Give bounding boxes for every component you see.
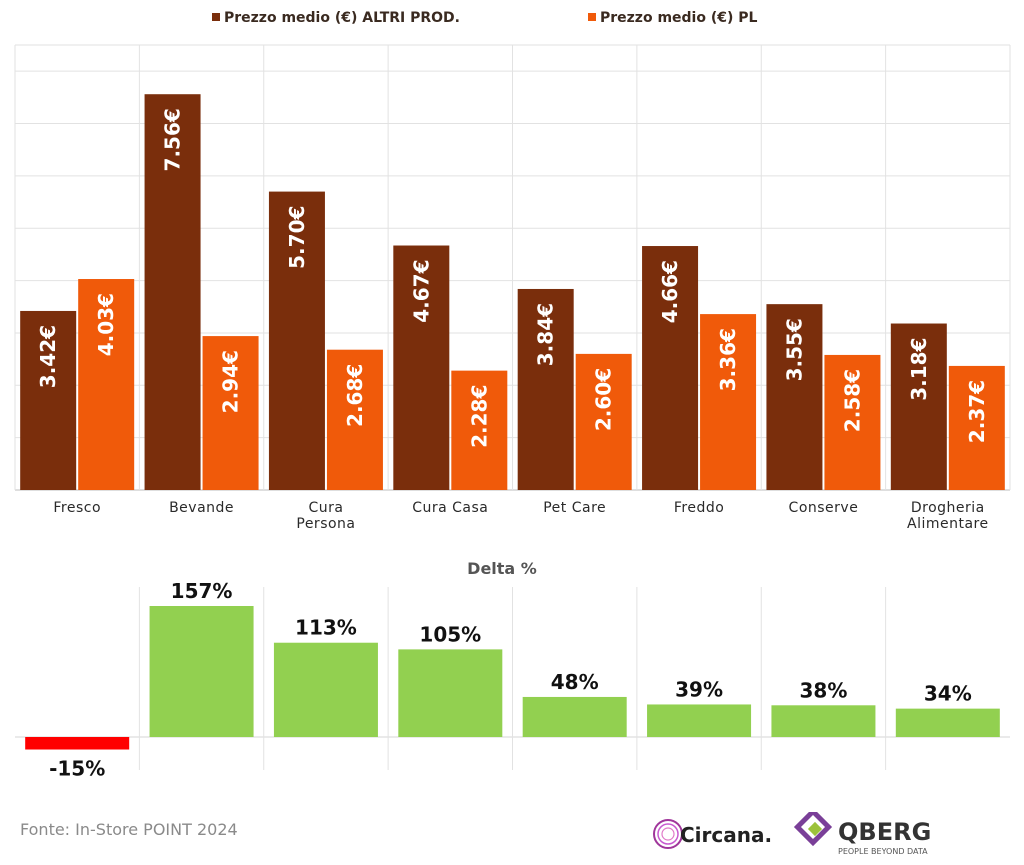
bar-pl-5 <box>575 353 632 490</box>
logos: Circana. QBERG PEOPLE BEYOND DATA <box>653 812 931 856</box>
bar-value-label: 7.56€ <box>161 108 185 171</box>
source-note: Fonte: In-Store POINT 2024 <box>20 820 238 839</box>
category-label: Cura Persona <box>296 500 355 532</box>
delta-chart-bars: -15% 157% 113% 105% 48% 39% 38% 34% <box>25 579 1000 781</box>
bar-pl-7 <box>824 354 881 490</box>
bar-pl-6 <box>700 314 757 490</box>
delta-value-label: 48% <box>551 670 599 694</box>
bar-value-label: 2.94€ <box>219 350 243 413</box>
bar-pl-1 <box>78 279 135 490</box>
bar-altri-prod-7 <box>766 304 823 490</box>
delta-bar-7 <box>771 705 876 737</box>
category-label: Fresco <box>53 500 101 516</box>
bar-value-label: 3.36€ <box>716 328 740 391</box>
bar-value-label: 4.03€ <box>94 293 118 356</box>
bar-value-label: 4.67€ <box>409 260 433 323</box>
bar-pl-8 <box>948 365 1005 490</box>
category-label: Freddo <box>674 500 724 516</box>
bar-pl-3 <box>326 349 383 490</box>
bar-altri-prod-5 <box>517 288 574 490</box>
circana-logo: Circana. <box>653 819 772 849</box>
legend: Prezzo medio (€) ALTRI PROD. Prezzo medio… <box>212 10 758 26</box>
delta-bar-5 <box>522 696 627 737</box>
delta-value-label: 34% <box>924 682 972 706</box>
bar-value-label: 2.28€ <box>467 385 491 448</box>
delta-value-label: 113% <box>295 616 357 640</box>
category-label: Drogheria Alimentare <box>907 500 989 532</box>
bar-value-label: 3.18€ <box>907 338 931 401</box>
delta-value-label: -15% <box>49 757 105 781</box>
bar-pl-2 <box>202 336 259 490</box>
bar-altri-prod-3 <box>268 191 325 490</box>
qberg-logo: QBERG PEOPLE BEYOND DATA <box>793 812 931 856</box>
bar-altri-prod-2 <box>144 94 201 490</box>
legend-label-1: Prezzo medio (€) ALTRI PROD. <box>224 10 460 26</box>
bar-altri-prod-6 <box>642 246 699 490</box>
delta-bar-4 <box>398 649 503 737</box>
bar-value-label: 3.84€ <box>534 303 558 366</box>
delta-value-label: 39% <box>675 677 723 701</box>
bar-altri-prod-1 <box>20 310 77 490</box>
bar-pl-4 <box>451 370 508 490</box>
circana-logo-text: Circana. <box>680 823 772 847</box>
bar-value-label: 4.66€ <box>658 260 682 323</box>
qberg-logo-text: QBERG <box>838 818 931 846</box>
delta-bar-6 <box>647 704 752 737</box>
delta-value-label: 38% <box>800 678 848 702</box>
bar-value-label: 2.68€ <box>343 364 367 427</box>
category-label: Cura Casa <box>412 500 488 516</box>
legend-swatch-1 <box>212 13 220 21</box>
category-label: Conserve <box>789 500 859 516</box>
delta-value-label: 105% <box>419 622 481 646</box>
delta-bar-2 <box>149 606 254 737</box>
delta-bar-3 <box>273 642 378 737</box>
bar-value-label: 2.58€ <box>840 369 864 432</box>
bar-value-label: 3.42€ <box>36 325 60 388</box>
delta-bar-8 <box>895 708 1000 737</box>
delta-bar-1 <box>25 737 130 750</box>
bar-value-label: 2.60€ <box>592 368 616 431</box>
delta-value-label: 157% <box>171 579 233 603</box>
category-label: Bevande <box>169 500 234 516</box>
bar-altri-prod-8 <box>890 323 947 490</box>
bar-value-label: 5.70€ <box>285 206 309 269</box>
qberg-logo-tagline: PEOPLE BEYOND DATA <box>838 847 928 856</box>
legend-swatch-2 <box>588 13 596 21</box>
bar-value-label: 3.55€ <box>782 318 806 381</box>
legend-label-2: Prezzo medio (€) PL <box>600 10 758 26</box>
top-chart-category-labels: Fresco Bevande Cura Persona Cura Casa Pet Car… <box>53 500 988 532</box>
bar-altri-prod-4 <box>393 245 450 490</box>
top-chart-bars: 3.42€ 4.03€ 7.56€ 2.94€ 5.70€ 2.68€ 4.67€ 2.28€… <box>20 94 1005 490</box>
delta-chart-title: Delta % <box>467 559 537 578</box>
bar-value-label: 2.37€ <box>965 380 989 443</box>
category-label: Pet Care <box>543 500 606 516</box>
